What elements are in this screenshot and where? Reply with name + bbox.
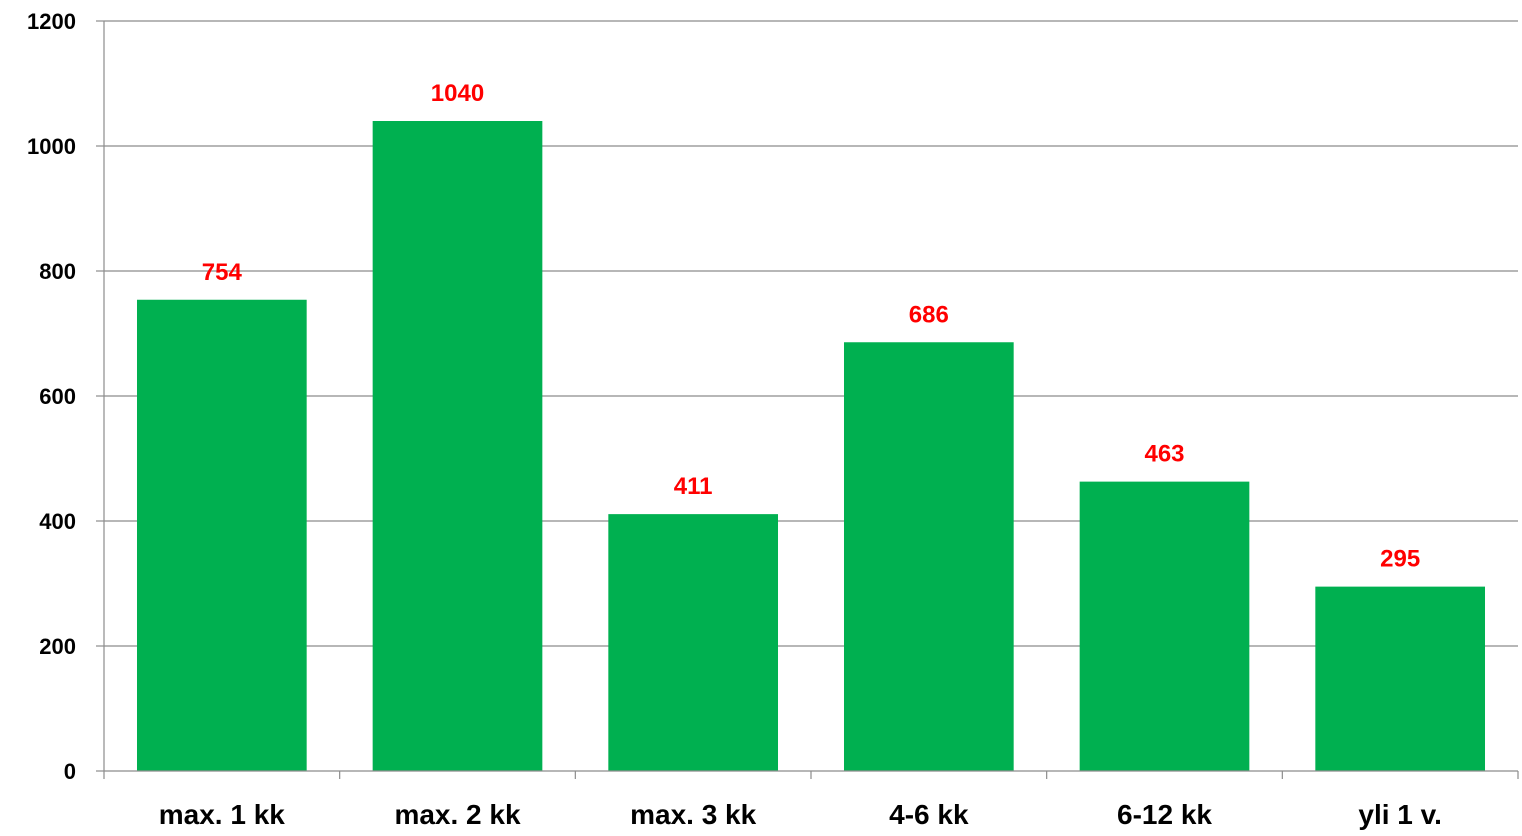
bar	[136, 299, 307, 771]
bars	[136, 121, 1486, 771]
x-tick-labels: max. 1 kk max. 2 kk max. 3 kk 4-6 kk 6-12 kk…	[159, 799, 1442, 830]
y-tick-labels: 0 200 400 600 800 1000 1200	[27, 9, 76, 784]
gridlines	[104, 20, 1518, 647]
y-tick-label: 200	[39, 634, 76, 659]
data-label: 295	[1380, 546, 1420, 573]
bar	[372, 121, 543, 771]
x-tick-label: 6-12 kk	[1117, 799, 1212, 830]
x-tick-label: max. 3 kk	[630, 799, 757, 830]
x-tick-label: yli 1 v.	[1358, 799, 1442, 830]
data-label: 411	[674, 473, 713, 500]
axes	[96, 20, 1519, 779]
y-tick-label: 400	[39, 509, 76, 534]
data-label: 754	[202, 259, 243, 286]
y-tick-label: 0	[64, 759, 76, 784]
data-labels: 754 1040 411 686 463 295	[202, 80, 1420, 573]
data-label: 463	[1144, 441, 1184, 468]
x-tick-label: 4-6 kk	[889, 799, 969, 830]
y-tick-label: 800	[39, 259, 76, 284]
y-tick-label: 600	[39, 384, 76, 409]
y-tick-label: 1000	[27, 134, 76, 159]
bar	[1315, 586, 1486, 771]
bar	[608, 514, 779, 771]
data-label: 686	[909, 301, 949, 328]
x-tick-label: max. 2 kk	[394, 799, 521, 830]
data-label: 1040	[431, 80, 484, 107]
x-tick-label: max. 1 kk	[159, 799, 286, 830]
bar	[1079, 481, 1250, 771]
y-tick-label: 1200	[27, 9, 76, 34]
bar	[843, 342, 1014, 771]
